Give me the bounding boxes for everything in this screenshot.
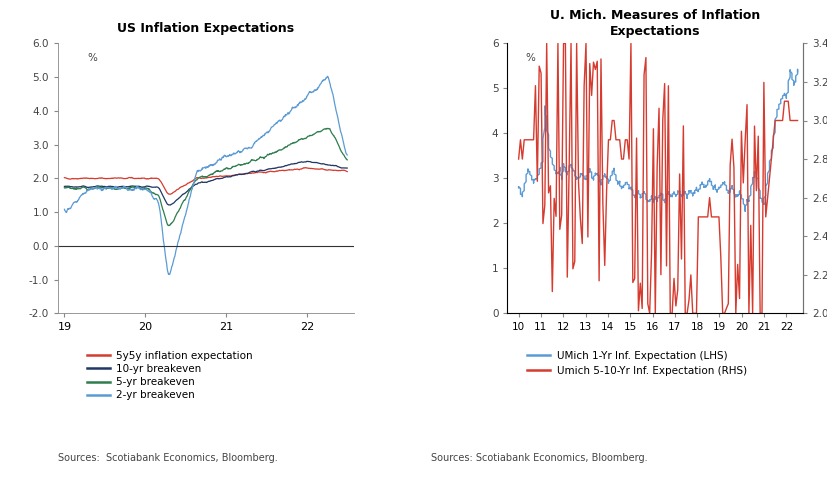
Text: %: % xyxy=(524,53,534,63)
Text: Sources:  Scotiabank Economics, Bloomberg.: Sources: Scotiabank Economics, Bloomberg… xyxy=(58,453,277,463)
Title: U. Mich. Measures of Inflation
Expectations: U. Mich. Measures of Inflation Expectati… xyxy=(549,9,759,38)
Legend: UMich 1-Yr Inf. Expectation (LHS), Umich 5-10-Yr Inf. Expectation (RHS): UMich 1-Yr Inf. Expectation (LHS), Umich… xyxy=(527,351,746,376)
Legend: 5y5y inflation expectation, 10-yr breakeven, 5-yr breakeven, 2-yr breakeven: 5y5y inflation expectation, 10-yr breake… xyxy=(87,351,252,400)
Text: %: % xyxy=(88,53,98,63)
Text: Sources: Scotiabank Economics, Bloomberg.: Sources: Scotiabank Economics, Bloomberg… xyxy=(430,453,647,463)
Title: US Inflation Expectations: US Inflation Expectations xyxy=(117,22,294,35)
